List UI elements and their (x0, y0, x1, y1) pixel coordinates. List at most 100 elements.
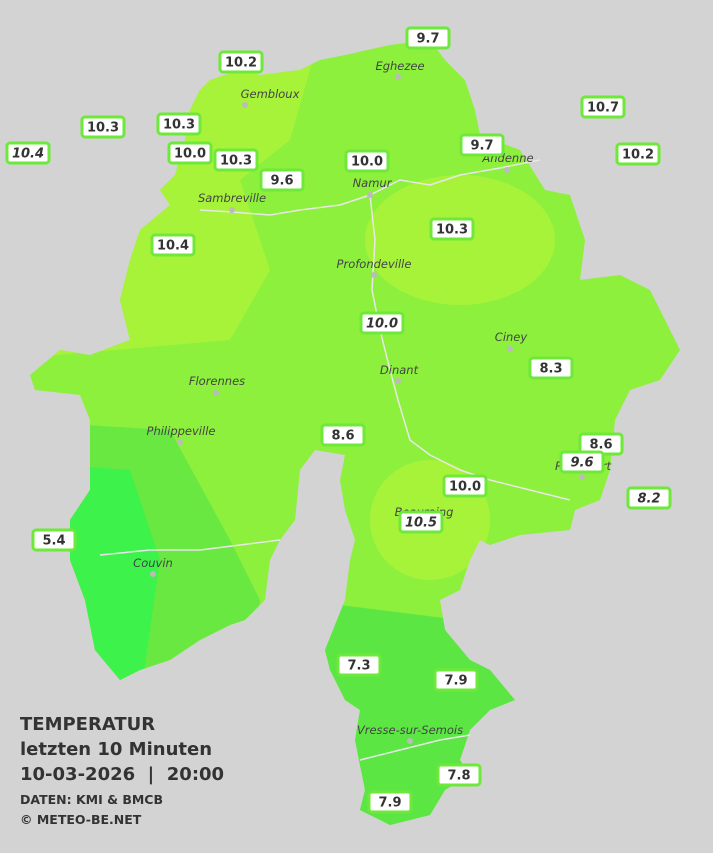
legend-text: TEMPERATUR (20, 714, 155, 735)
city-dot (407, 738, 413, 744)
label-box (156, 112, 202, 136)
label-box (336, 653, 382, 677)
label-box (429, 217, 475, 241)
station-label: 10.0 (167, 141, 213, 165)
label-box (405, 26, 451, 50)
station-label: 8.2 (626, 486, 672, 510)
station-label: 9.7 (459, 133, 505, 157)
station-value: 10.4 (157, 239, 189, 254)
city-name: Eghezee (375, 59, 424, 73)
station-label: 8.6 (320, 423, 366, 447)
station-label: 10.3 (429, 217, 475, 241)
station-value: 10.3 (220, 154, 252, 169)
station-label: 7.9 (433, 668, 479, 692)
city-name: Namur (353, 176, 393, 190)
city-name: Couvin (133, 556, 173, 570)
legend-text: © METEO-BE.NET (20, 812, 142, 827)
station-value: 9.6 (570, 456, 593, 471)
station-label: 10.4 (150, 233, 196, 257)
station-value: 9.6 (270, 174, 293, 189)
station-label: 10.2 (218, 50, 264, 74)
label-box (218, 50, 264, 74)
station-value: 10.4 (12, 147, 44, 162)
station-label: 10.0 (442, 474, 488, 498)
station-value: 10.0 (449, 480, 481, 495)
station-label: 10.0 (359, 311, 405, 335)
station-label: 10.5 (398, 510, 444, 534)
label-box (459, 133, 505, 157)
station-label: 10.3 (213, 148, 259, 172)
city-dot (371, 272, 377, 278)
station-label: 8.3 (528, 356, 574, 380)
station-label: 7.3 (336, 653, 382, 677)
station-value: 10.2 (225, 56, 257, 71)
station-value: 10.3 (163, 118, 195, 133)
station-label: 7.9 (367, 790, 413, 814)
station-label: 10.3 (80, 115, 126, 139)
station-value: 10.3 (436, 223, 468, 238)
station-value: 8.6 (589, 438, 612, 453)
label-box (615, 142, 661, 166)
city-dot (395, 378, 401, 384)
city-dot (579, 474, 585, 480)
station-label: 9.6 (259, 168, 305, 192)
label-box (150, 233, 196, 257)
station-value: 10.2 (622, 148, 654, 163)
station-value: 10.0 (174, 147, 206, 162)
city-name: Dinant (380, 363, 419, 377)
station-value: 5.4 (42, 534, 65, 549)
city-name: Gembloux (241, 87, 300, 101)
label-box (259, 168, 305, 192)
city-name: Ciney (495, 330, 528, 344)
station-value: 10.7 (587, 101, 619, 116)
label-box (359, 311, 405, 335)
label-box (398, 510, 444, 534)
city-name: Florennes (189, 374, 245, 388)
legend-text: letzten 10 Minuten (20, 739, 212, 760)
label-box (559, 450, 605, 474)
station-label: 9.6 (559, 450, 605, 474)
label-box (433, 668, 479, 692)
label-box (626, 486, 672, 510)
station-value: 7.9 (444, 674, 467, 689)
label-box (213, 148, 259, 172)
label-box (80, 115, 126, 139)
city-name: Profondeville (337, 257, 412, 271)
station-label: 7.8 (436, 763, 482, 787)
city-name: Philippeville (147, 424, 216, 438)
station-value: 9.7 (416, 32, 439, 47)
station-value: 10.0 (366, 317, 398, 332)
label-box (580, 95, 626, 119)
station-label: 10.0 (344, 149, 390, 173)
city-name: Vresse-sur-Semois (357, 723, 463, 737)
label-box (367, 790, 413, 814)
city-dot (229, 207, 235, 213)
station-value: 8.6 (331, 429, 354, 444)
station-label: 10.4 (5, 141, 51, 165)
station-label: 8.6 (578, 432, 624, 456)
station-value: 10.3 (87, 121, 119, 136)
station-value: 7.3 (347, 659, 370, 674)
station-value: 8.2 (637, 492, 660, 507)
station-label: 10.3 (156, 112, 202, 136)
label-box (442, 474, 488, 498)
city-dot (367, 192, 373, 198)
label-box (344, 149, 390, 173)
station-label: 9.7 (405, 26, 451, 50)
station-value: 8.3 (539, 362, 562, 377)
station-value: 7.9 (378, 796, 401, 811)
label-box (528, 356, 574, 380)
city-name: Sambreville (198, 191, 266, 205)
legend-text: 10-03-2026 | 20:00 (20, 764, 224, 785)
label-box (167, 141, 213, 165)
station-value: 10.5 (405, 516, 437, 531)
city-dot (395, 74, 401, 80)
station-value: 9.7 (470, 139, 493, 154)
station-value: 7.8 (447, 769, 470, 784)
station-label: 5.4 (31, 528, 77, 552)
label-box (5, 141, 51, 165)
station-label: 10.7 (580, 95, 626, 119)
label-box (31, 528, 77, 552)
station-value: 10.0 (351, 155, 383, 170)
